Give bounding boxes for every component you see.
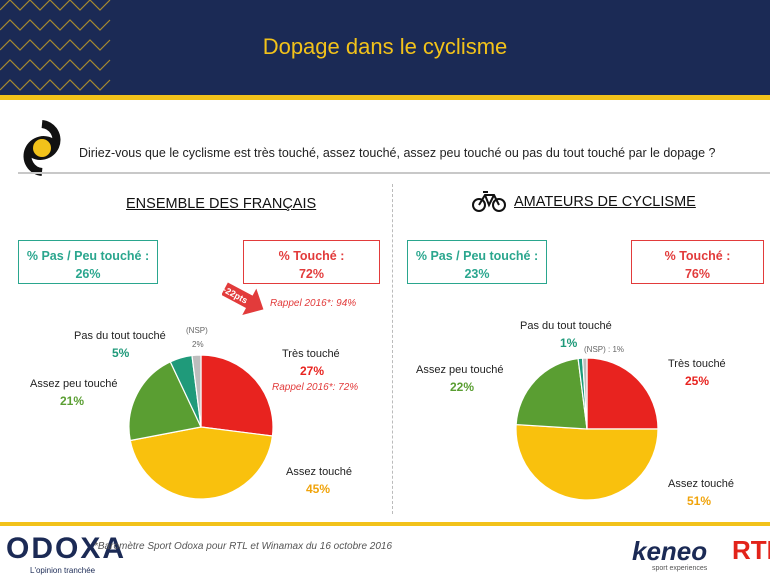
source-note: *Baromètre Sport Odoxa pour RTL et Winam…: [94, 541, 393, 552]
section-title-right: AMATEURS DE CYCLISME: [514, 194, 696, 210]
value-assez-touche-left: 45%: [306, 482, 331, 496]
odoxa-tagline: L'opinion tranchée: [30, 566, 96, 575]
label-tres-touche-right: Très touché: [668, 358, 726, 370]
pie-slice-tres-touche-left: [200, 354, 274, 437]
pie-slice-assez-peu-touche-right: [515, 357, 588, 430]
recall-total-left: Rappel 2016*: 94%: [270, 298, 357, 309]
box-label: % Pas / Peu touché :: [26, 249, 150, 263]
value-pas-du-tout-right: 1%: [560, 336, 578, 350]
header-band: [0, 0, 770, 96]
question-icon: [23, 120, 61, 176]
keneo-tagline: sport experiences: [652, 565, 708, 572]
value-assez-touche-right: 51%: [687, 494, 712, 508]
divider: [18, 172, 770, 174]
label-assez-peu-left: Assez peu touché: [30, 378, 118, 390]
label-assez-touche-left: Assez touché: [286, 466, 353, 478]
pie-slice-assez-peu-touche-left: [128, 361, 202, 442]
box-touche-left: % Touché : 72%: [243, 240, 380, 284]
box-label: % Pas / Peu touché :: [415, 249, 539, 263]
vertical-separator: [392, 184, 393, 514]
header-stripe: [0, 95, 770, 100]
box-label: % Touché :: [664, 249, 731, 263]
pie-slice-assez-touche-left: [129, 426, 274, 500]
value-tres-touche-left: 27%: [300, 364, 325, 378]
label-assez-touche-right: Assez touché: [668, 478, 735, 490]
box-value: 23%: [464, 267, 490, 282]
section-title-left: ENSEMBLE DES FRANÇAIS: [126, 196, 317, 212]
pie-slice-nsp-right: [581, 357, 588, 430]
pie-slice-assez-touche-right: [515, 423, 659, 501]
recall-tres-left: Rappel 2016*: 72%: [272, 382, 359, 393]
value-assez-peu-left: 21%: [60, 394, 85, 408]
chevron-pattern-icon: [0, 0, 111, 91]
value-assez-peu-right: 22%: [450, 380, 475, 394]
rtl-logo: RTL: [732, 535, 770, 565]
box-value: 72%: [298, 267, 325, 282]
odoxa-logo: ODOXA: [6, 532, 127, 565]
pie-chart-right: [515, 357, 659, 501]
bicycle-icon: [472, 191, 506, 212]
box-value: 76%: [684, 267, 711, 282]
box-pas-peu-touche-right: % Pas / Peu touché : 23%: [407, 240, 547, 284]
pie-slice-tres-touche-right: [586, 357, 659, 430]
label-pas-du-tout-left: Pas du tout touché: [74, 330, 166, 342]
value-tres-touche-right: 25%: [685, 374, 710, 388]
pie-chart-left: [128, 354, 274, 500]
footer-stripe: [0, 522, 770, 526]
value-pas-du-tout-left: 5%: [112, 346, 130, 360]
keneo-logo: keneo: [632, 536, 708, 566]
box-value: 26%: [75, 267, 101, 282]
pie-slice-nsp-left: [191, 354, 202, 428]
box-touche-right: % Touché : 76%: [631, 240, 764, 284]
label-nsp-left: (NSP): [186, 326, 208, 335]
label-assez-peu-right: Assez peu touché: [416, 364, 504, 376]
down-arrow-icon: [222, 282, 264, 316]
value-nsp-left: 2%: [192, 340, 204, 349]
label-nsp-right: (NSP) : 1%: [584, 345, 625, 354]
page-title: Dopage dans le cyclisme: [262, 34, 508, 59]
label-pas-du-tout-right: Pas du tout touché: [520, 320, 612, 332]
box-label: % Touché :: [278, 249, 345, 263]
box-pas-peu-touche-left: % Pas / Peu touché : 26%: [18, 240, 158, 284]
question-text: Diriez-vous que le cyclisme est très tou…: [79, 146, 716, 160]
label-tres-touche-left: Très touché: [282, 348, 340, 360]
